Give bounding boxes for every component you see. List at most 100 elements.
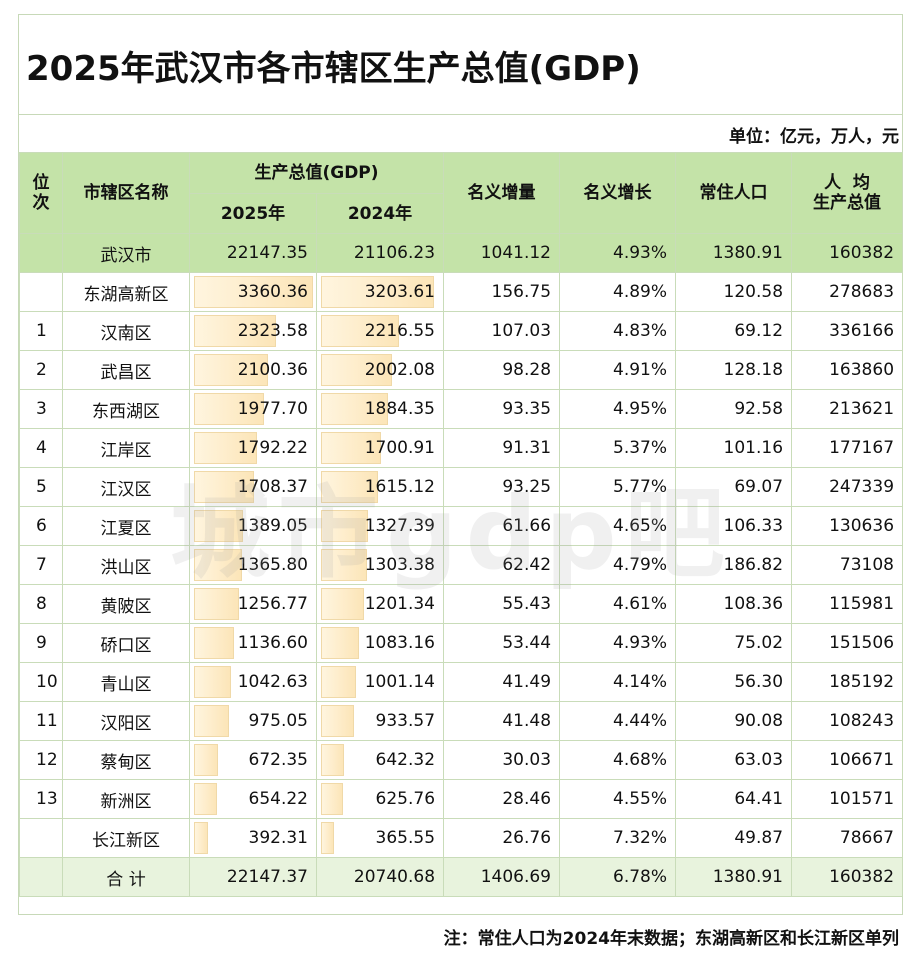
gdp-bar [321,822,334,854]
gdp-2024-cell: 1615.12 [315,467,445,507]
gdp-bar [194,549,242,581]
rank-cell: 1 [19,311,63,351]
rank-cell: 10 [19,662,63,702]
population-cell: 69.07 [675,467,793,507]
table-row: 1 汉南区 2323.58 2216.55 107.03 4.83% 69.12 336166 [19,311,904,351]
rank-cell: 6 [19,506,63,546]
table-row: 3 东西湖区 1977.70 1884.35 93.35 4.95% 92.58 213621 [19,389,904,429]
nominal-growth-cell: 4.14% [559,662,677,702]
gdp-2024-cell-value: 1615.12 [364,477,436,497]
per-capita-cell: 101571 [791,779,904,819]
gdp-2025-cell: 3360.36 [189,272,317,312]
gdp-2025-cell: 1977.70 [189,389,317,429]
gdp-bar [194,315,276,347]
per-capita-cell: 336166 [791,311,904,351]
nominal-increase-cell: 53.44 [443,623,561,663]
nominal-increase-cell: 30.03 [443,740,561,780]
per-capita-cell: 151506 [791,623,904,663]
per-capita-cell: 108243 [791,701,904,741]
gdp-2025-cell-value: 1256.77 [237,594,308,614]
nominal-increase-cell: 28.46 [443,779,561,819]
gdp-2024-cell: 1201.34 [315,584,445,624]
population-cell: 186.82 [675,545,793,585]
rank-cell: 13 [19,779,63,819]
nominal-growth-cell: 4.65% [559,506,677,546]
table-row: 7 洪山区 1365.80 1303.38 62.42 4.79% 186.82 73108 [19,545,904,585]
rank-cell: 3 [19,389,63,429]
header-rank: 位 次 [19,152,63,234]
nominal-growth-cell: 4.89% [559,272,677,312]
header-per-capita-line2: 生产总值 [813,193,882,213]
header-per-capita-line1: 人 均 [824,173,870,193]
gdp-2024-cell-value: 642.32 [375,750,436,770]
district-name-cell: 新洲区 [62,779,190,819]
gdp-2025-cell: 1256.77 [189,584,317,624]
nominal-growth-cell: 5.37% [559,428,677,468]
header-per-capita: 人 均 生产总值 [791,152,904,234]
population-cell: 1380.91 [675,857,793,897]
district-name-cell: 硚口区 [62,623,190,663]
rank-cell: 11 [19,701,63,741]
population-cell: 108.36 [675,584,793,624]
gdp-2025-cell: 1792.22 [189,428,317,468]
gdp-2024-cell-value: 1884.35 [364,399,436,419]
per-capita-cell: 185192 [791,662,904,702]
gdp-2024-cell: 1884.35 [315,389,445,429]
gdp-bar [194,627,234,659]
nominal-growth-cell: 7.32% [559,818,677,858]
gdp-2024-cell: 1327.39 [315,506,445,546]
population-cell: 1380.91 [675,233,793,273]
nominal-increase-cell: 61.66 [443,506,561,546]
gdp-bar [321,471,378,503]
district-name-cell: 武汉市 [62,233,190,273]
gdp-bar [194,393,264,425]
district-name-cell: 合 计 [62,857,190,897]
gdp-2024-cell: 365.55 [315,818,445,858]
nominal-increase-cell: 62.42 [443,545,561,585]
gdp-2025-cell: 654.22 [189,779,317,819]
nominal-growth-cell: 4.93% [559,233,677,273]
gdp-2024-cell-value: 1083.16 [364,633,436,653]
population-cell: 106.33 [675,506,793,546]
rank-cell [19,233,63,273]
rank-cell: 7 [19,545,63,585]
gdp-bar [321,666,356,698]
population-cell: 101.16 [675,428,793,468]
table-row: 10 青山区 1042.63 1001.14 41.49 4.14% 56.30 185192 [19,662,904,702]
gdp-bar [321,432,381,464]
unit-label: 单位：亿元，万人，元 [729,127,899,147]
gdp-bar [194,588,239,620]
district-name-cell: 汉阳区 [62,701,190,741]
gdp-bar [321,276,434,308]
nominal-increase-cell: 41.49 [443,662,561,702]
gdp-bar [194,276,313,308]
gdp-bar [321,393,388,425]
population-cell: 92.58 [675,389,793,429]
gdp-2025-cell: 1708.37 [189,467,317,507]
gdp-2024-cell-value: 365.55 [375,828,436,848]
per-capita-cell: 247339 [791,467,904,507]
page-title: 2025年武汉市各市辖区生产总值(GDP) [26,49,641,89]
gdp-2025-cell-value: 654.22 [248,789,308,809]
gdp-bar [321,315,399,347]
rank-cell [19,818,63,858]
header-population: 常住人口 [675,152,793,234]
gdp-2025-cell-value: 2100.36 [237,360,308,380]
district-name-cell: 长江新区 [62,818,190,858]
gdp-2025-cell-value: 3360.36 [237,282,308,302]
gdp-2024-cell: 642.32 [315,740,445,780]
nominal-increase-cell: 98.28 [443,350,561,390]
nominal-growth-cell: 6.78% [559,857,677,897]
gdp-2024-cell: 3203.61 [315,272,445,312]
rank-cell: 2 [19,350,63,390]
gdp-2024-cell: 1001.14 [315,662,445,702]
district-name-cell: 东湖高新区 [62,272,190,312]
per-capita-cell: 177167 [791,428,904,468]
gdp-2025-cell: 2323.58 [189,311,317,351]
gdp-2024-cell-value: 1700.91 [364,438,436,458]
gdp-2024-cell: 933.57 [315,701,445,741]
table-row: 6 江夏区 1389.05 1327.39 61.66 4.65% 106.33 130636 [19,506,904,546]
table-row: 11 汉阳区 975.05 933.57 41.48 4.44% 90.08 108243 [19,701,904,741]
header-nominal-increase: 名义增量 [443,152,561,234]
title-divider [18,114,903,115]
